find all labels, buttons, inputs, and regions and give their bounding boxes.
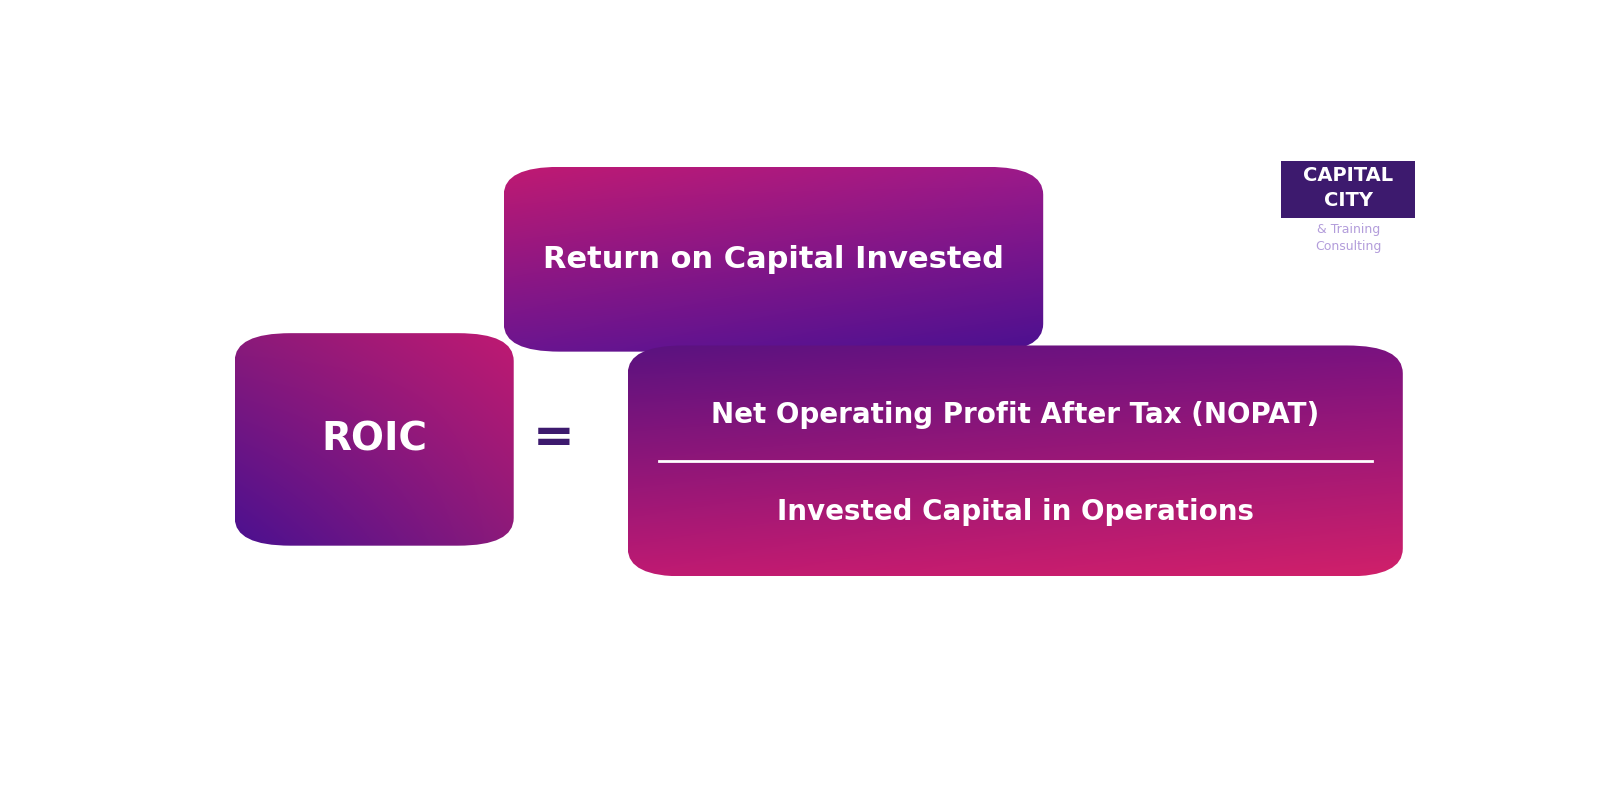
FancyBboxPatch shape — [1282, 161, 1416, 218]
Text: Return on Capital Invested: Return on Capital Invested — [542, 245, 1003, 274]
Text: Invested Capital in Operations: Invested Capital in Operations — [778, 498, 1254, 526]
Text: CITY: CITY — [1323, 190, 1373, 210]
Text: =: = — [533, 414, 574, 462]
Text: Net Operating Profit After Tax (NOPAT): Net Operating Profit After Tax (NOPAT) — [710, 401, 1320, 429]
Text: CAPITAL: CAPITAL — [1302, 166, 1394, 185]
Text: ROIC: ROIC — [322, 421, 427, 458]
Text: & Training
Consulting: & Training Consulting — [1315, 222, 1381, 253]
